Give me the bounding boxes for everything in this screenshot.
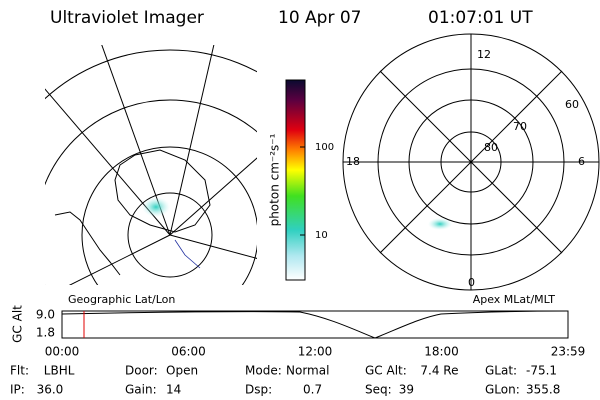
info-label: GC Alt: xyxy=(365,364,407,378)
y-axis-label: GC Alt xyxy=(11,305,25,343)
info-label: IP: xyxy=(10,383,25,397)
timeline-box xyxy=(61,310,569,339)
info-value: Open xyxy=(166,364,198,378)
altitude-curve xyxy=(61,310,569,339)
info-value: Normal xyxy=(286,364,329,378)
colorbar-label: photon cm⁻²s⁻¹ xyxy=(268,133,282,226)
mlt-label: 0 xyxy=(468,276,475,289)
mlt-label: 12 xyxy=(477,48,491,61)
time: 01:07:01 UT xyxy=(428,8,533,28)
info-value: 39 xyxy=(399,383,414,397)
mlt-label: 6 xyxy=(578,155,585,168)
mlat-label: 60 xyxy=(565,98,579,111)
x-tick-label: 18:00 xyxy=(424,345,459,359)
geographic-map xyxy=(45,45,257,285)
x-tick-label: 12:00 xyxy=(298,345,333,359)
info-label: Gain: xyxy=(125,383,157,397)
x-tick-label: 23:59 xyxy=(551,345,586,359)
date: 10 Apr 07 xyxy=(278,8,361,28)
info-label: Mode: xyxy=(245,364,282,378)
info-value: 36.0 xyxy=(37,383,64,397)
polar-plot xyxy=(342,33,600,291)
map-label: Geographic Lat/Lon xyxy=(68,293,175,306)
colorbar xyxy=(285,79,306,281)
y-tick-label: 1.8 xyxy=(36,326,55,340)
colorbar-tick: 10 xyxy=(315,230,328,241)
x-tick-label: 06:00 xyxy=(171,345,206,359)
title: Ultraviolet Imager xyxy=(50,8,204,28)
mlt-label: 18 xyxy=(346,155,360,168)
info-value: 7.4 Re xyxy=(420,364,458,378)
info-label: GLat: xyxy=(485,364,517,378)
info-label: GLon: xyxy=(485,383,520,397)
mlat-label: 80 xyxy=(484,141,498,154)
info-value: LBHL xyxy=(44,364,75,378)
info-label: Flt: xyxy=(10,364,29,378)
info-value: -75.1 xyxy=(526,364,557,378)
map-label: Apex MLat/MLT xyxy=(473,293,556,306)
info-label: Seq: xyxy=(365,383,392,397)
info-label: Door: xyxy=(125,364,158,378)
x-tick-label: 00:00 xyxy=(45,345,80,359)
info-value: 14 xyxy=(166,383,181,397)
info-value: 355.8 xyxy=(526,383,560,397)
y-tick-label: 9.0 xyxy=(36,308,55,322)
mlat-label: 70 xyxy=(513,120,527,133)
info-label: Dsp: xyxy=(245,383,272,397)
info-value: 0.7 xyxy=(303,383,322,397)
colorbar-tick: 100 xyxy=(315,142,334,153)
